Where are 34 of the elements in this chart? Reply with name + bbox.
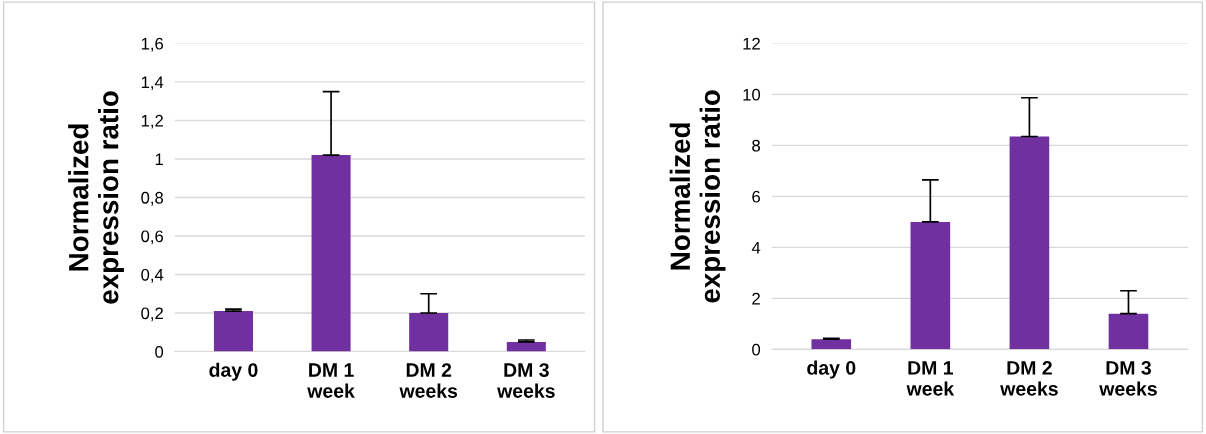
y-tick-label: 2: [752, 292, 760, 305]
y-tick-label: 0,2: [141, 307, 163, 322]
y-tick-label: 0: [155, 345, 164, 358]
x-tick-label: DM 2 weeks: [399, 363, 458, 398]
y-tick-label: 10: [743, 88, 761, 101]
y-axis-title: Normalized expression ratio: [669, 90, 726, 303]
x-tick-label: day 0: [209, 362, 258, 381]
y-tick-label: 1,2: [141, 114, 163, 129]
y-tick-label: 4: [751, 241, 761, 254]
bar: [1108, 313, 1149, 350]
bar: [311, 155, 351, 352]
bar: [506, 341, 546, 352]
y-tick-label: 1,4: [141, 76, 164, 91]
x-tick-label: DM 2 weeks: [1000, 360, 1058, 396]
bar: [1009, 136, 1050, 350]
y-tick-label: 1,6: [141, 37, 164, 52]
y-tick-label: 1: [155, 153, 163, 165]
y-tick-label: 0,4: [141, 268, 164, 283]
x-tick-label: DM 1 week: [906, 361, 955, 396]
bar: [409, 313, 449, 352]
bar: [213, 311, 253, 352]
y-tick-label: 0: [752, 343, 761, 356]
y-tick-label: 0,8: [141, 191, 164, 206]
y-tick-label: 6: [752, 190, 760, 203]
bar: [910, 221, 951, 350]
x-tick-label: DM 1 week: [307, 363, 355, 398]
x-tick-label: DM 3 weeks: [1099, 360, 1157, 396]
y-axis-title: Normalized expression ratio: [68, 91, 124, 304]
y-tick-label: 12: [743, 37, 760, 50]
bar: [811, 339, 852, 350]
x-tick-label: DM 3 weeks: [497, 363, 555, 398]
y-tick-label: 8: [752, 139, 760, 152]
y-tick-label: 0,6: [141, 230, 164, 245]
x-tick-label: day 0: [807, 360, 856, 379]
